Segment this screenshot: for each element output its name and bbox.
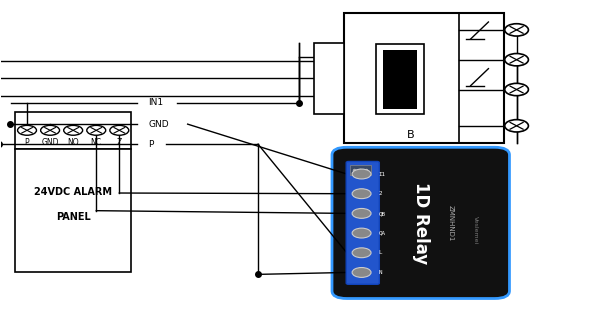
Text: PANEL: PANEL xyxy=(56,212,91,222)
Circle shape xyxy=(505,83,528,96)
Bar xyxy=(350,165,371,175)
Text: 1D Relay: 1D Relay xyxy=(412,182,430,264)
Circle shape xyxy=(352,228,371,238)
Text: GND: GND xyxy=(149,120,169,129)
Text: P: P xyxy=(149,140,154,149)
Circle shape xyxy=(505,54,528,66)
Text: 2: 2 xyxy=(378,191,382,196)
FancyBboxPatch shape xyxy=(332,147,509,299)
Circle shape xyxy=(505,24,528,36)
Circle shape xyxy=(18,125,37,135)
Text: GND: GND xyxy=(42,138,59,147)
Text: Veslemei: Veslemei xyxy=(473,215,478,244)
Text: N: N xyxy=(378,270,382,275)
Circle shape xyxy=(352,208,371,218)
FancyBboxPatch shape xyxy=(346,162,380,284)
Text: I1: I1 xyxy=(378,171,385,176)
Circle shape xyxy=(352,268,371,277)
Circle shape xyxy=(352,189,371,199)
Bar xyxy=(384,50,417,108)
Text: 24VDC ALARM: 24VDC ALARM xyxy=(34,187,112,197)
Bar xyxy=(344,13,503,143)
Bar xyxy=(15,112,131,149)
Circle shape xyxy=(87,125,106,135)
Text: Z: Z xyxy=(117,138,122,147)
Text: NC: NC xyxy=(91,138,102,147)
Circle shape xyxy=(352,169,371,179)
Text: B: B xyxy=(407,130,415,140)
Text: ZMNHND1: ZMNHND1 xyxy=(447,205,453,241)
Text: NO: NO xyxy=(68,138,79,147)
Bar xyxy=(314,43,344,114)
Circle shape xyxy=(63,125,82,135)
Bar xyxy=(15,149,131,272)
Circle shape xyxy=(352,248,371,258)
Text: P: P xyxy=(25,138,29,147)
Circle shape xyxy=(505,120,528,132)
Text: QB: QB xyxy=(378,211,385,216)
Text: L: L xyxy=(378,250,382,255)
Circle shape xyxy=(110,125,129,135)
Bar xyxy=(377,44,423,114)
Text: IN1: IN1 xyxy=(149,98,164,107)
Text: QA: QA xyxy=(378,231,385,236)
Circle shape xyxy=(41,125,59,135)
